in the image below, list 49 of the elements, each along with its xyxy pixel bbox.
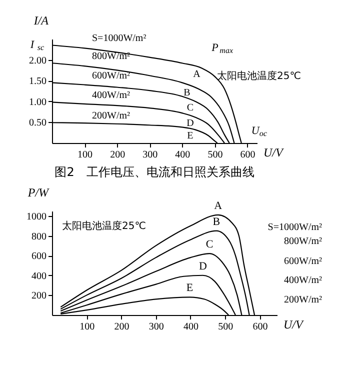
series-label: 200W/m² (92, 110, 130, 122)
text: 图2 工作电压、电流和日照关系曲线 (54, 165, 254, 179)
x-tick-label: 600 (252, 322, 268, 332)
x-axis-title: U/V (284, 318, 304, 332)
series-label: 800W/m² (92, 51, 130, 62)
x-tick-label: 500 (218, 322, 234, 332)
x-tick-label: 100 (78, 150, 93, 160)
annotation: E (186, 282, 194, 294)
x-axis-title: U/V (264, 146, 284, 160)
annotation: B (184, 87, 191, 98)
annotation: A (193, 69, 202, 80)
annotation: D (198, 260, 207, 272)
x-tick-label: 400 (175, 150, 190, 160)
annotation: 太阳电池温度25℃ (217, 70, 301, 82)
y-tick-label: 1.50 (29, 76, 46, 88)
y-tick-label: 800 (32, 231, 46, 242)
y-tick-label: 2.00 (29, 55, 46, 66)
x-tick-label: 200 (114, 322, 130, 332)
y-tick-label: 1.00 (29, 96, 46, 108)
y-axis-title: I/A (32, 14, 50, 28)
y-axis-title: P/W (26, 186, 50, 200)
x-tick-label: 500 (208, 150, 223, 160)
series-label: S=1000W/m² (92, 33, 146, 44)
text: 600W/m² (284, 256, 322, 267)
text: 200W/m² (284, 294, 322, 306)
annotation: C (186, 102, 194, 114)
y-tick-label: 1000 (26, 211, 46, 222)
annotation: C (206, 238, 214, 251)
x-tick-label: 300 (142, 150, 158, 160)
x-tick-label: 100 (80, 322, 95, 332)
y-tick-label: 0.50 (29, 118, 46, 129)
x-tick-label: 400 (183, 322, 198, 332)
series-label: 400W/m² (92, 90, 130, 102)
x-tick-label: 200 (110, 150, 126, 160)
text: S=1000W/m² (268, 222, 322, 233)
annotation: D (186, 118, 194, 130)
annotation: A (214, 200, 222, 212)
annotation: E (187, 130, 194, 142)
y-tick-label: 200 (32, 290, 46, 302)
y-tick-label: 400 (32, 270, 46, 282)
annotation: 太阳电池温度25℃ (62, 220, 146, 232)
y-tick-label: 600 (32, 251, 46, 262)
annotation: Isc (29, 39, 44, 52)
text: 400W/m² (284, 275, 322, 286)
text: 800W/m² (284, 236, 322, 247)
series-label: 600W/m² (92, 70, 130, 82)
annotation: B (212, 216, 220, 228)
x-tick-label: 300 (148, 322, 164, 332)
x-tick-label: 600 (240, 150, 256, 160)
